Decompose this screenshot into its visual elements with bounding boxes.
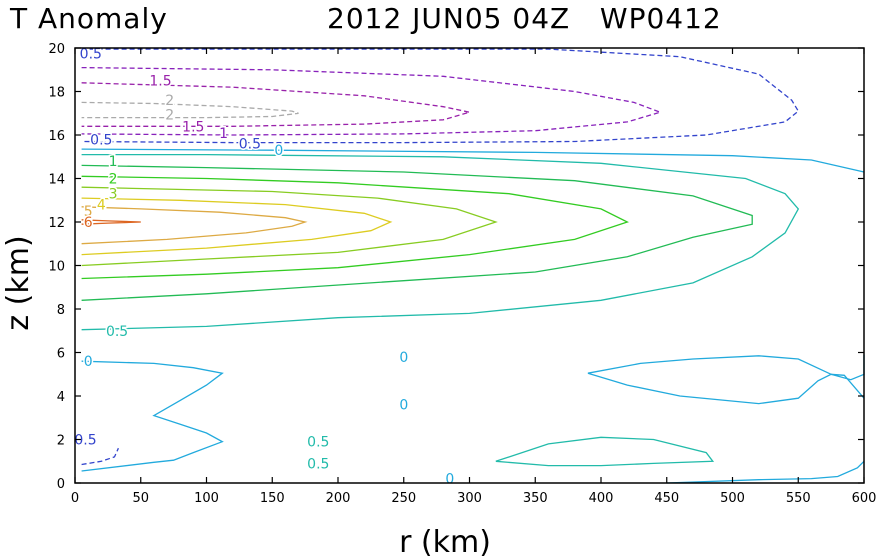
contour-line (81, 175, 630, 280)
x-tick-label: 150 (260, 491, 285, 506)
contour-line (81, 48, 800, 144)
contour-label: 0.5 (80, 46, 102, 62)
y-tick-label: 16 (48, 129, 65, 144)
contour-label: 0.5 (90, 132, 112, 148)
contour-label: 0 (274, 143, 283, 159)
x-tick-label: 300 (457, 491, 482, 506)
y-tick-label: 0 (57, 477, 65, 492)
contour-line (81, 101, 299, 119)
x-tick-label: 100 (194, 491, 219, 506)
contour-label: 4 (97, 198, 106, 214)
x-tick-label: 50 (132, 491, 149, 506)
contour-line (81, 66, 663, 136)
contour-line (587, 372, 865, 405)
y-tick-label: 8 (57, 303, 65, 318)
x-axis-ticks: 0 50 100 150 200 250 300 350 400 450 500 550 600 (71, 48, 877, 506)
x-tick-label: 450 (654, 491, 679, 506)
chart-title-left: T Anomaly (9, 2, 168, 35)
contour-line (81, 153, 800, 331)
contour-label: 3 (109, 187, 118, 203)
contour-label: 0 (445, 472, 454, 488)
contour-label: 0.5 (307, 456, 329, 472)
y-tick-label: 14 (48, 173, 65, 188)
contour-label: 0 (399, 350, 408, 366)
contour-label: 2 (109, 172, 118, 188)
contour-label: 6 (84, 215, 93, 231)
contour-label: 1 (219, 126, 228, 142)
contour-label: 1.5 (182, 119, 204, 135)
x-tick-label: 200 (326, 491, 351, 506)
contour-label: 2 (165, 107, 174, 123)
y-axis-label: z (km) (1, 235, 36, 330)
x-tick-label: 600 (852, 491, 877, 506)
x-tick-label: 250 (391, 491, 416, 506)
x-tick-label: 350 (523, 491, 548, 506)
contour-label: 5 (84, 204, 93, 220)
x-tick-label: 550 (786, 491, 811, 506)
y-tick-label: 18 (48, 86, 65, 101)
contour-label: 0.5 (74, 433, 96, 449)
contour-label: 0 (399, 398, 408, 414)
contour-line (81, 219, 141, 225)
contour-line (81, 360, 224, 472)
contour-label: 0.5 (106, 324, 128, 340)
contour-line (81, 197, 393, 256)
contour-line (587, 354, 865, 381)
y-tick-label: 20 (48, 42, 65, 57)
plot-frame (74, 47, 865, 484)
contour-line (81, 206, 308, 245)
contour-line (666, 460, 865, 484)
x-axis-label: r (km) (399, 525, 491, 559)
contour-line (81, 447, 119, 466)
contour-label: 1.5 (149, 74, 171, 90)
x-tick-label: 0 (71, 491, 79, 506)
y-tick-label: 6 (57, 347, 65, 362)
contour-label: 0.5 (239, 137, 261, 153)
x-tick-label: 500 (720, 491, 745, 506)
contour-line (81, 82, 470, 127)
x-tick-label: 400 (589, 491, 614, 506)
contour-label: 0.5 (307, 435, 329, 451)
y-tick-label: 2 (57, 434, 65, 449)
y-tick-label: 4 (57, 390, 65, 405)
contour-lines (81, 48, 865, 484)
contour-line (81, 186, 498, 267)
y-tick-label: 10 (48, 260, 65, 275)
contour-label: 1 (109, 154, 118, 170)
contour-label: 2 (165, 93, 174, 109)
contour-label: 0 (84, 354, 93, 370)
y-tick-label: 12 (48, 216, 65, 231)
contour-line (81, 148, 865, 173)
contour-line (495, 436, 715, 467)
chart-title-right: 2012 JUN05 04Z WP0412 (327, 2, 722, 35)
contour-line (81, 164, 753, 301)
